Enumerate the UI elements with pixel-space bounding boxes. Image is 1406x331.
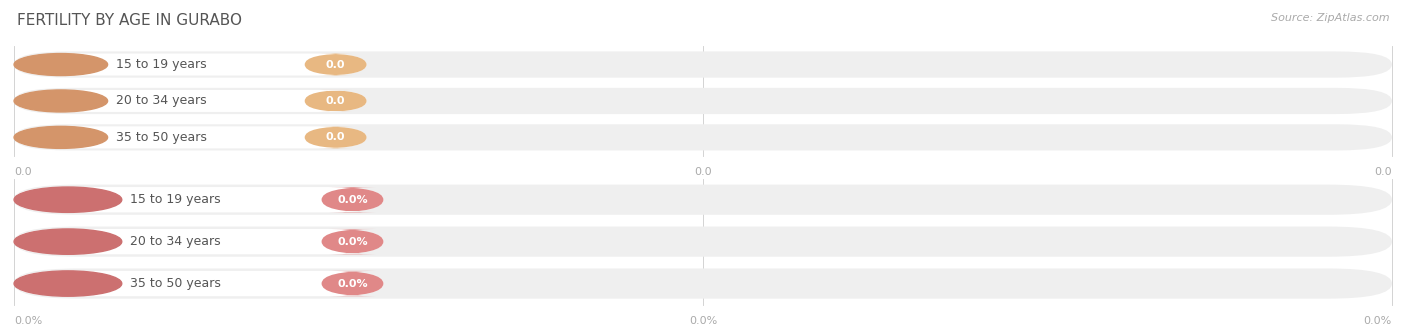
Circle shape — [14, 187, 122, 213]
Circle shape — [14, 126, 108, 148]
FancyBboxPatch shape — [14, 268, 1392, 299]
Text: 0.0: 0.0 — [326, 60, 346, 70]
Circle shape — [14, 90, 108, 112]
Text: 15 to 19 years: 15 to 19 years — [117, 58, 207, 71]
Text: 0.0%: 0.0% — [1364, 316, 1392, 326]
FancyBboxPatch shape — [14, 226, 1392, 257]
Text: 20 to 34 years: 20 to 34 years — [117, 94, 207, 108]
Text: 0.0: 0.0 — [1374, 167, 1392, 177]
Text: 0.0%: 0.0% — [337, 279, 368, 289]
Text: 15 to 19 years: 15 to 19 years — [131, 193, 221, 206]
FancyBboxPatch shape — [14, 90, 367, 112]
FancyBboxPatch shape — [322, 229, 384, 254]
Text: Source: ZipAtlas.com: Source: ZipAtlas.com — [1271, 13, 1389, 23]
FancyBboxPatch shape — [14, 124, 1392, 151]
FancyBboxPatch shape — [14, 54, 367, 75]
FancyBboxPatch shape — [305, 126, 367, 148]
FancyBboxPatch shape — [322, 271, 384, 296]
Text: 35 to 50 years: 35 to 50 years — [117, 131, 207, 144]
FancyBboxPatch shape — [14, 187, 384, 213]
FancyBboxPatch shape — [14, 185, 1392, 215]
Text: 0.0: 0.0 — [326, 96, 346, 106]
Text: 0.0%: 0.0% — [14, 316, 42, 326]
Text: 20 to 34 years: 20 to 34 years — [131, 235, 221, 248]
Circle shape — [14, 54, 108, 75]
Text: 0.0: 0.0 — [326, 132, 346, 142]
Text: FERTILITY BY AGE IN GURABO: FERTILITY BY AGE IN GURABO — [17, 13, 242, 28]
Text: 0.0%: 0.0% — [689, 316, 717, 326]
Text: 0.0%: 0.0% — [337, 195, 368, 205]
Text: 0.0%: 0.0% — [337, 237, 368, 247]
FancyBboxPatch shape — [14, 88, 1392, 114]
FancyBboxPatch shape — [305, 54, 367, 75]
Circle shape — [14, 271, 122, 296]
FancyBboxPatch shape — [305, 90, 367, 112]
FancyBboxPatch shape — [14, 271, 384, 296]
Text: 35 to 50 years: 35 to 50 years — [131, 277, 221, 290]
FancyBboxPatch shape — [14, 229, 384, 254]
Text: 0.0: 0.0 — [14, 167, 32, 177]
FancyBboxPatch shape — [322, 187, 384, 213]
FancyBboxPatch shape — [14, 126, 367, 148]
Text: 0.0: 0.0 — [695, 167, 711, 177]
Circle shape — [14, 229, 122, 254]
FancyBboxPatch shape — [14, 51, 1392, 78]
